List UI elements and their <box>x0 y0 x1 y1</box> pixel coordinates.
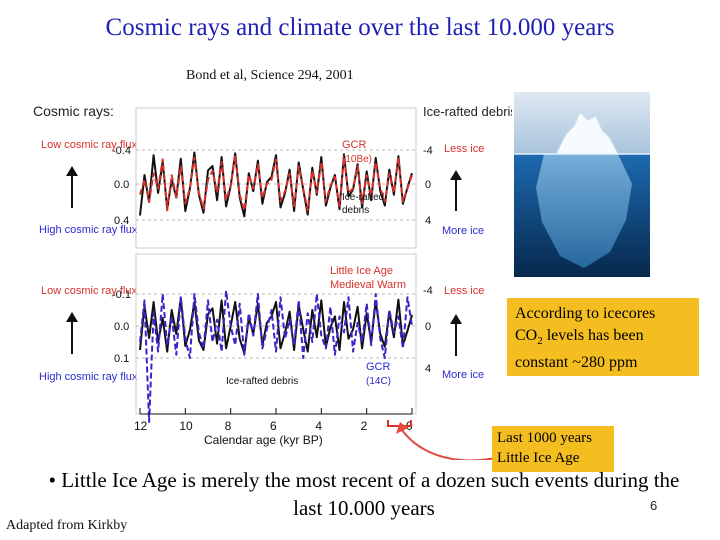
note-co2: CO <box>515 327 538 344</box>
bottom-series-group <box>139 289 413 423</box>
x-tick-label: 2 <box>361 419 368 433</box>
x-tick-label: 8 <box>225 419 232 433</box>
top-series-group <box>139 151 413 218</box>
annotation-medieval-warm: Medieval Warm <box>330 279 406 291</box>
note-co2-sub: 2 <box>537 335 543 348</box>
low-cosmic-label-top: Low cosmic ray flux <box>41 139 137 151</box>
note2-line-1: Last 1000 years <box>497 430 592 446</box>
bullet-text: • Little Ice Age is merely the most rece… <box>48 468 680 520</box>
top-left-tick-3: 0.4 <box>114 215 129 227</box>
note-line-2-text: levels has been <box>546 327 644 344</box>
bottom-left-tick-2: 0.0 <box>114 321 129 333</box>
more-ice-label-bottom: More ice <box>442 369 484 381</box>
credit-text: Adapted from Kirkby <box>6 518 128 533</box>
top-ice-rafted-line <box>139 151 413 218</box>
bottom-left-tick-3: 0.1 <box>114 353 129 365</box>
note-line-2: CO2 levels has been <box>515 325 691 352</box>
top-right-tick-1: -4 <box>423 145 433 157</box>
page-number: 6 <box>650 498 658 513</box>
annotation-gcr-bottom: GCR <box>366 361 391 373</box>
little-ice-age-note-box: Last 1000 years Little Ice Age <box>492 426 614 472</box>
iceberg-photo <box>514 92 650 277</box>
top-right-tick-2: 0 <box>425 179 431 191</box>
x-axis-label: Calendar age (kyr BP) <box>204 433 323 447</box>
x-tick-label: 10 <box>179 419 193 433</box>
right-title-line: Ice-rafted debris (%): <box>423 104 512 119</box>
bottom-right-tick-2: 0 <box>425 321 431 333</box>
bottom-right-tick-1: -4 <box>423 285 433 297</box>
annotation-14c: (14C) <box>366 376 391 387</box>
annotation-gcr-top: GCR <box>342 139 367 151</box>
note-line-3: constant ~280 ppm <box>515 354 638 372</box>
annotation-ice-rafted-top-1: Ice-rafted <box>342 192 384 203</box>
annotation-ice-rafted-top-2: debris <box>342 205 369 216</box>
x-tick-label: 6 <box>270 419 277 433</box>
bottom-right-tick-3: 4 <box>425 363 431 375</box>
x-axis-ticks: 12 10 8 6 4 2 0 <box>134 408 413 433</box>
left-title: Cosmic rays: <box>33 103 114 119</box>
top-tick-guides <box>136 149 416 359</box>
bottom-left-tick-1: -0.1 <box>112 289 131 301</box>
less-ice-label-bottom: Less ice <box>444 285 484 297</box>
annotation-little-ice-age: Little Ice Age <box>330 265 393 277</box>
more-ice-label-top: More ice <box>442 225 484 237</box>
top-panel-frame <box>135 107 417 249</box>
bottom-gcr-line <box>139 289 413 423</box>
top-left-tick-1: -0.4 <box>112 145 131 157</box>
bottom-ice-rafted-line <box>139 297 413 355</box>
high-cosmic-label-top: High cosmic ray flux <box>39 224 138 236</box>
pointer-arrowhead <box>396 422 408 434</box>
note2-line-2: Little Ice Age <box>497 450 580 466</box>
source-citation: Bond et al, Science 294, 2001 <box>186 68 354 83</box>
annotation-ice-rafted-bottom: Ice-rafted debris <box>226 376 298 387</box>
less-ice-label-top: Less ice <box>444 143 484 155</box>
top-gcr-line <box>139 154 413 212</box>
note-line-1: According to icecores <box>515 305 656 322</box>
arrowhead-bottom-left <box>66 312 78 322</box>
low-cosmic-label-bottom: Low cosmic ray flux <box>41 285 137 297</box>
slide-title: Cosmic rays and climate over the last 10… <box>105 14 615 41</box>
arrowhead-top-left <box>66 166 78 176</box>
arrowhead-bottom-right <box>450 314 462 324</box>
top-right-tick-3: 4 <box>425 215 431 227</box>
cosmic-rays-chart: Cosmic rays: Ice-rafted debris (%): Low … <box>33 103 512 460</box>
co2-note-box: According to icecores CO2 levels has bee… <box>507 298 699 376</box>
high-cosmic-label-bottom: High cosmic ray flux <box>39 371 138 383</box>
annotation-10be: (10Be) <box>342 154 372 165</box>
arrowhead-top-right <box>450 170 462 180</box>
top-left-tick-2: 0.0 <box>114 179 129 191</box>
x-tick-label: 4 <box>315 419 322 433</box>
x-tick-label: 12 <box>134 419 148 433</box>
